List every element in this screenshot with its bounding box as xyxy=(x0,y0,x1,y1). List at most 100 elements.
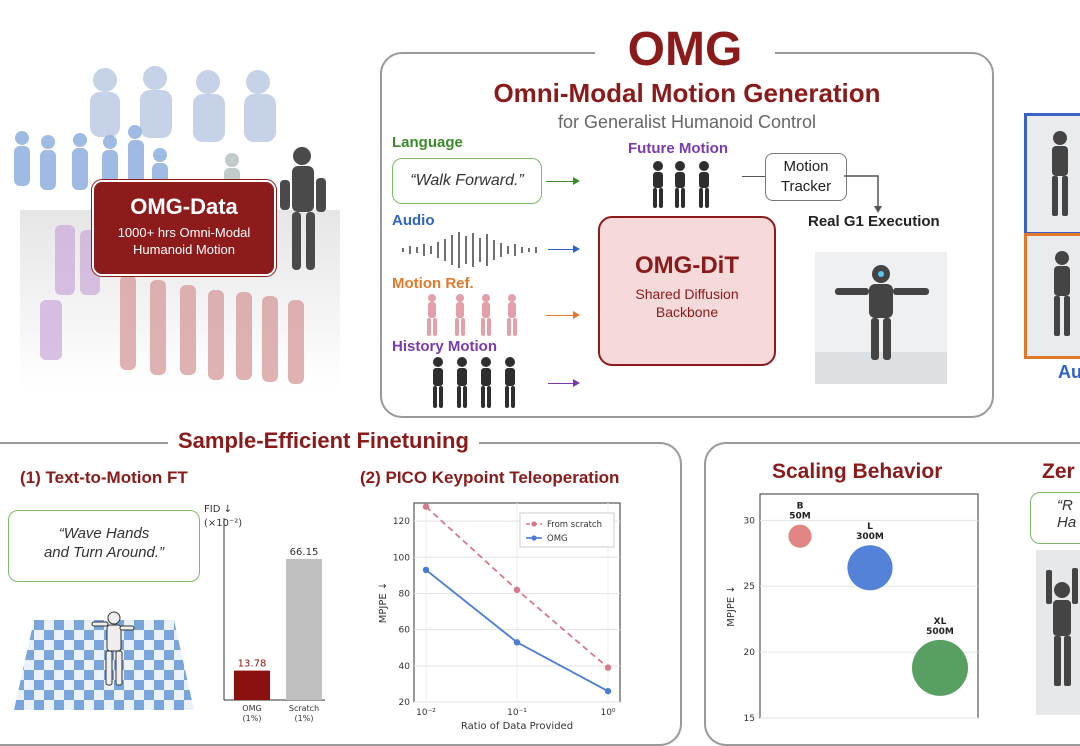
omg-dit-desc-2: Backbone xyxy=(655,304,719,320)
omg-dit-desc-1: Shared Diffusion xyxy=(635,286,739,302)
language-quote: “Walk Forward.” xyxy=(410,172,524,189)
scatter-point-sub: 300M xyxy=(856,532,884,542)
page-tagline: for Generalist Humanoid Control xyxy=(557,112,817,132)
bar-category-label: Scratch xyxy=(289,704,319,713)
t2m-quote-box: “Wave Hands and Turn Around.” xyxy=(8,510,200,582)
zero-quote-box: “R Ha xyxy=(1030,492,1080,544)
scatter-point-b xyxy=(788,524,812,548)
t2m-title: (1) Text-to-Motion FT xyxy=(20,468,188,487)
line-point xyxy=(604,687,612,695)
line-y-tick: 40 xyxy=(399,662,411,672)
line-x-tick: 10⁻² xyxy=(416,708,436,718)
legend-label: OMG xyxy=(547,534,568,544)
bar-ylabel-unit: (×10⁻²) xyxy=(204,518,242,529)
line-point xyxy=(422,503,430,510)
line-point xyxy=(604,664,612,671)
motion-ref-figures xyxy=(427,294,517,336)
language-label: Language xyxy=(392,134,463,151)
line-x-tick: 10⁻¹ xyxy=(507,708,527,718)
zero-robot-photo xyxy=(1036,550,1080,715)
line-point xyxy=(422,566,430,574)
scatter-y-tick: 30 xyxy=(744,516,756,526)
tracker-line-2: Tracker xyxy=(780,178,832,195)
audio-waveform-icon xyxy=(402,232,537,268)
zero-title: Zer xyxy=(1042,460,1075,483)
real-execution-label: Real G1 Execution xyxy=(808,213,940,230)
g1-robot-photo xyxy=(815,252,947,384)
omg-data-card: OMG-Data 1000+ hrs Omni-Modal Humanoid M… xyxy=(92,180,276,276)
bar-value-label: 66.15 xyxy=(290,547,319,558)
bar-value-label: 13.78 xyxy=(238,659,267,670)
scatter-point-sub: 500M xyxy=(926,627,954,637)
zero-quote-1: “R xyxy=(1057,497,1073,514)
line-legend xyxy=(519,512,615,548)
line-y-tick: 100 xyxy=(393,553,410,563)
scaling-title: Scaling Behavior xyxy=(772,460,943,483)
pico-title: (2) PICO Keypoint Teleoperation xyxy=(360,468,620,487)
right-photo-orange-frame xyxy=(1024,233,1080,359)
scatter-point-label: B xyxy=(797,502,804,512)
history-motion-arrow xyxy=(548,379,580,387)
page-subtitle: Omni-Modal Motion Generation xyxy=(493,78,881,108)
bar-category-sub: (1%) xyxy=(295,714,314,723)
history-motion-robots xyxy=(433,357,515,408)
omg-dit-box: OMG-DiT Shared Diffusion Backbone xyxy=(598,216,776,366)
scatter-y-tick: 20 xyxy=(744,648,756,658)
future-motion-label: Future Motion xyxy=(628,140,728,157)
line-point xyxy=(513,639,521,646)
bar-category-sub: (1%) xyxy=(243,714,262,723)
t2m-quote-1: “Wave Hands xyxy=(58,525,150,542)
scatter-point-label: L xyxy=(867,522,873,532)
right-photo-blue-frame xyxy=(1024,113,1080,235)
bar-ylabel: FID ↓ xyxy=(204,504,232,515)
right-edge-text: Au xyxy=(1058,362,1080,382)
line-y-tick: 120 xyxy=(393,517,410,527)
scatter-point-l xyxy=(847,545,893,591)
omg-data-panel: OMG-Data 1000+ hrs Omni-Modal Humanoid M… xyxy=(0,60,370,400)
language-quote-box: “Walk Forward.” xyxy=(392,158,542,204)
scatter-y-tick: 15 xyxy=(744,714,755,724)
legend-marker xyxy=(531,521,537,527)
line-y-tick: 20 xyxy=(399,698,411,708)
tracker-line-1: Motion xyxy=(783,158,829,175)
line-y-tick: 60 xyxy=(399,626,411,636)
checkered-floor-scene xyxy=(14,611,194,710)
t2m-quote-2: and Turn Around.” xyxy=(43,544,165,561)
line-x-tick: 10⁰ xyxy=(600,708,615,718)
audio-label: Audio xyxy=(392,212,435,229)
scatter-y-tick: 25 xyxy=(744,582,755,592)
bar-omg xyxy=(234,670,270,700)
line-point xyxy=(513,586,521,594)
motion-tracker-box: Motion Tracker xyxy=(765,153,847,201)
language-arrow xyxy=(546,177,580,185)
future-to-tracker-line xyxy=(742,176,766,177)
audio-arrow xyxy=(548,245,580,253)
pico-line-chart: 20 40 60 80 100 120 10⁻² 10⁻¹ 10⁰ Ratio of Data P… xyxy=(378,502,621,732)
zero-quote-2: Ha xyxy=(1057,514,1077,531)
line-y-tick: 80 xyxy=(399,589,411,599)
history-motion-label: History Motion xyxy=(392,338,497,355)
bar-scratch xyxy=(286,558,322,700)
line-xlabel: Ratio of Data Provided xyxy=(461,721,573,732)
right-robots xyxy=(1052,131,1070,336)
tracker-to-execution-arrow xyxy=(844,175,882,213)
finetune-title: Sample-Efficient Finetuning xyxy=(168,428,479,454)
scatter-ylabel: MPJPE ↓ xyxy=(726,585,737,627)
future-motion-robots xyxy=(653,161,709,208)
omg-data-title: OMG-Data xyxy=(130,194,238,219)
motion-ref-label: Motion Ref. xyxy=(392,275,474,292)
omg-dit-title: OMG-DiT xyxy=(635,252,739,279)
motion-ref-arrow xyxy=(546,311,580,319)
omg-data-desc-2: Humanoid Motion xyxy=(133,242,235,257)
legend-label: From scratch xyxy=(547,520,602,530)
omg-data-desc-1: 1000+ hrs Omni-Modal xyxy=(117,225,251,240)
scatter-point-sub: 50M xyxy=(789,512,811,522)
page-title: OMG xyxy=(595,22,775,78)
line-ylabel: MPJPE ↓ xyxy=(378,582,389,624)
bar-category-label: OMG xyxy=(242,704,261,713)
scatter-point-label: XL xyxy=(934,617,947,627)
scatter-point-xl xyxy=(912,639,968,696)
legend-marker xyxy=(531,535,537,541)
